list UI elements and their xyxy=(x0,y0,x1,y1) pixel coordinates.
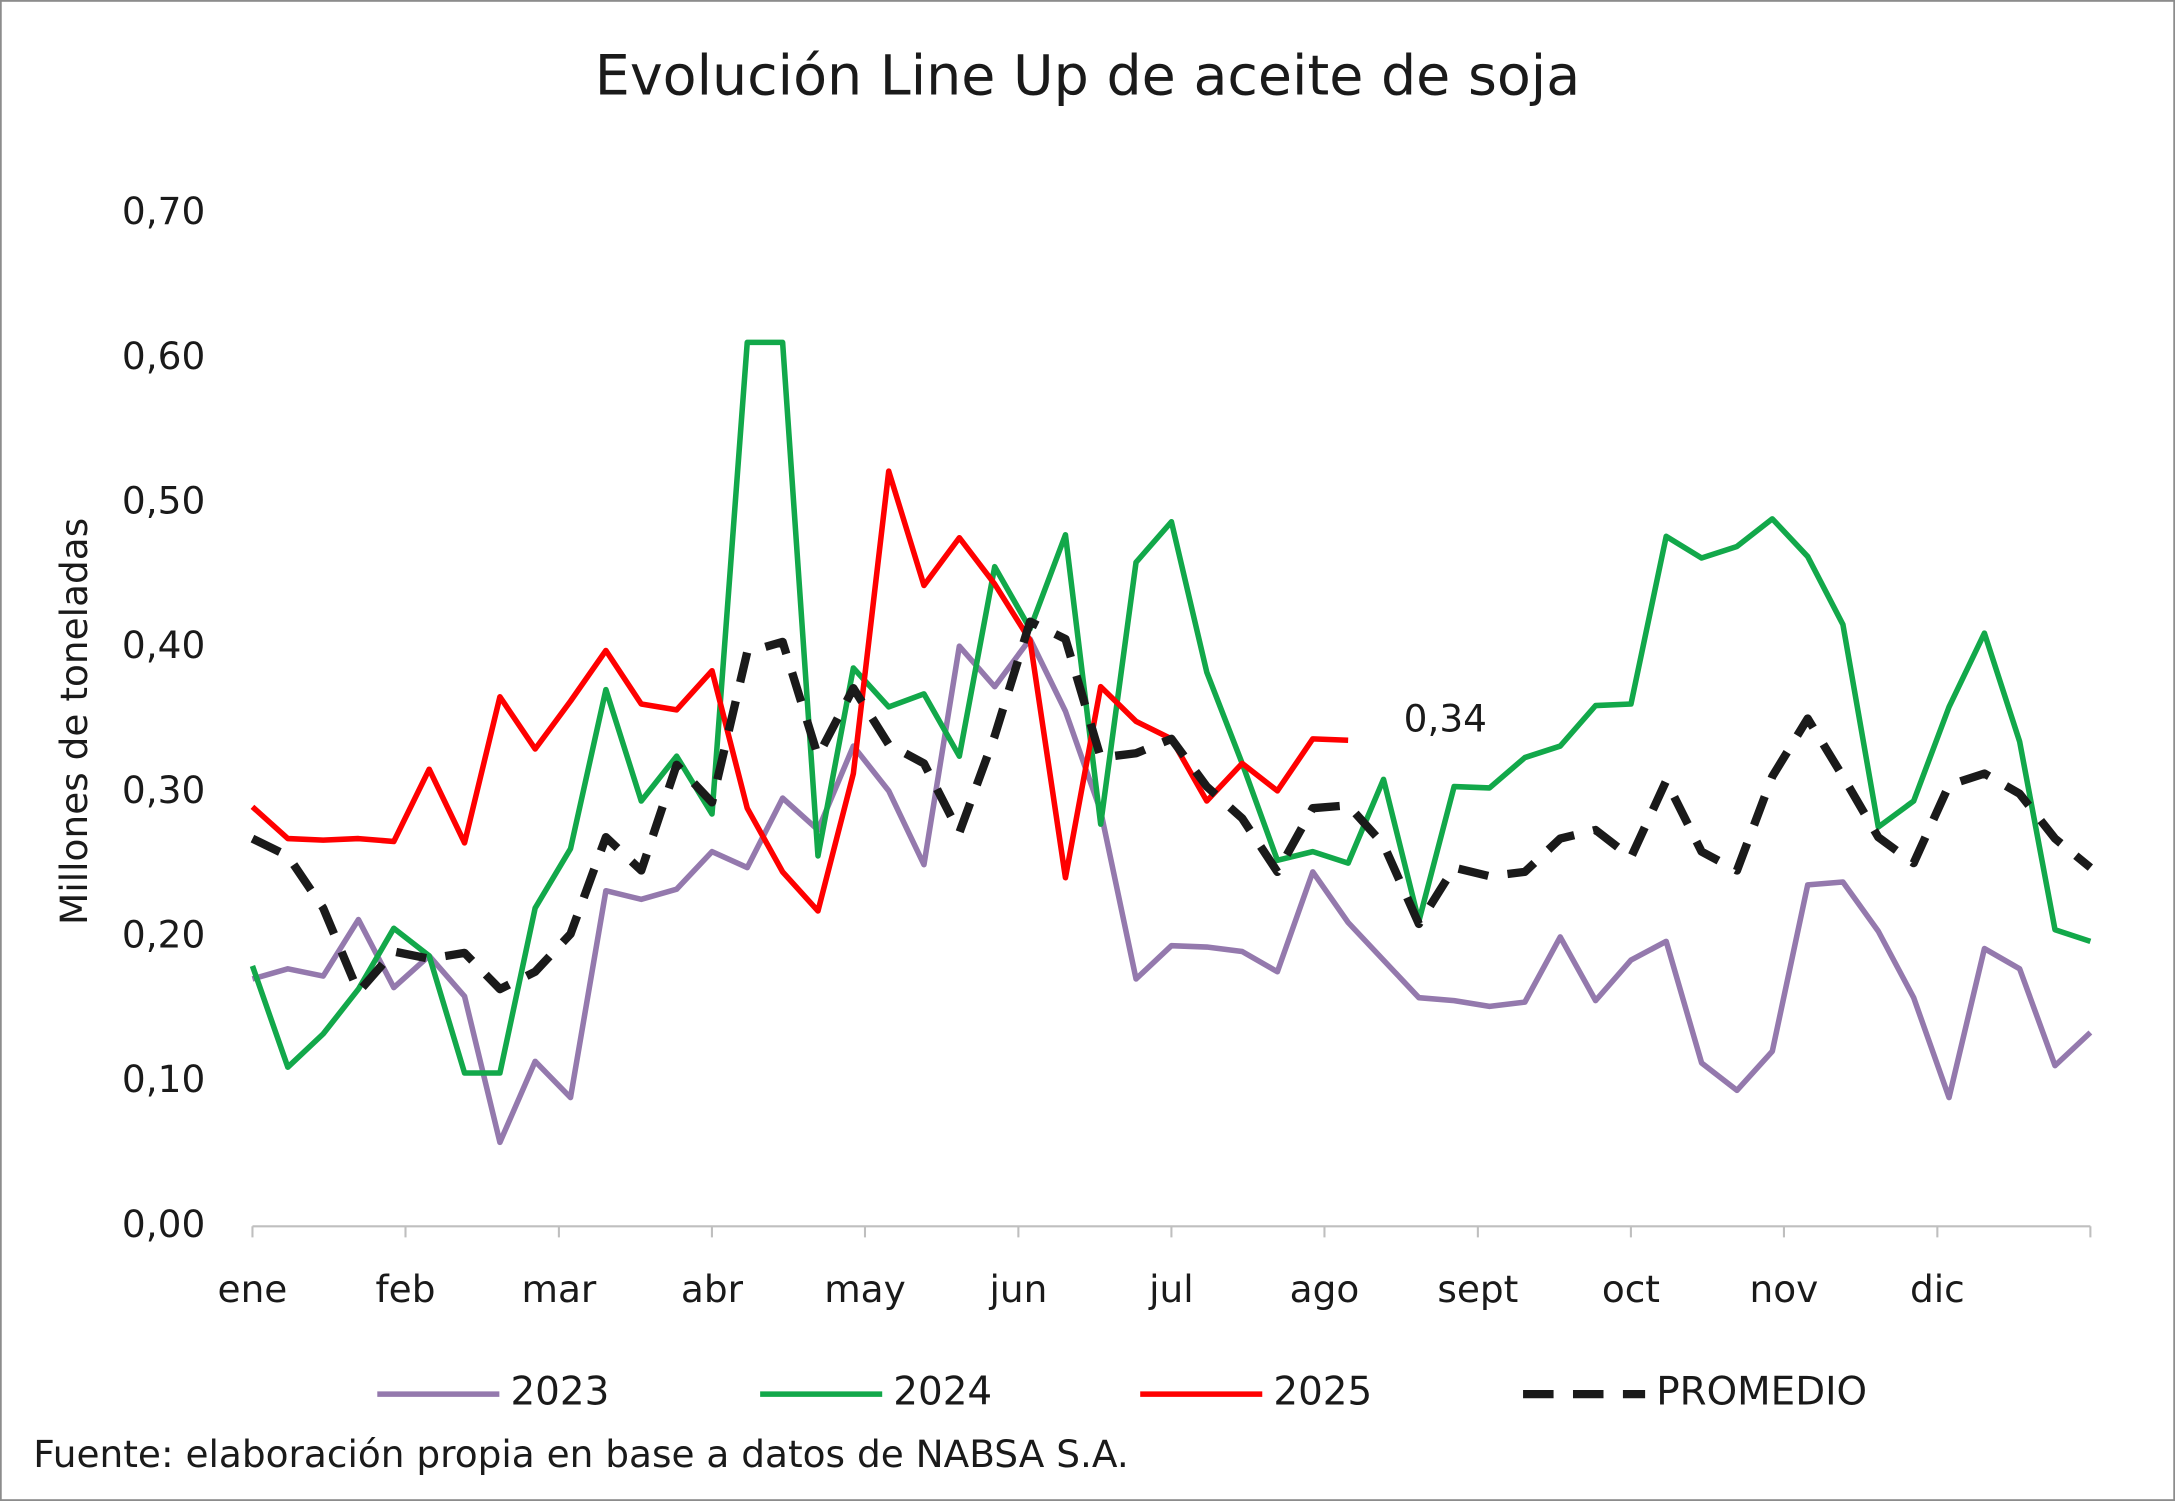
y-tick-label: 0,40 xyxy=(122,623,205,667)
x-tick-label: oct xyxy=(1602,1267,1660,1311)
legend-label: PROMEDIO xyxy=(1656,1370,1867,1415)
x-tick-label: ago xyxy=(1290,1267,1360,1311)
annotation: 0,34 xyxy=(1404,696,1487,740)
y-axis-label: Millones de toneladas xyxy=(52,518,96,925)
x-tick-label: ene xyxy=(218,1267,288,1311)
y-tick-label: 0,70 xyxy=(122,189,205,233)
series-line xyxy=(250,468,1349,914)
y-tick-label: 0,10 xyxy=(122,1057,205,1101)
y-tick-label: 0,00 xyxy=(122,1202,205,1246)
legend-label: 2024 xyxy=(893,1370,992,1415)
y-tick-label: 0,60 xyxy=(122,334,205,378)
x-tick-label: feb xyxy=(376,1267,436,1311)
x-tick-label: jun xyxy=(988,1267,1047,1311)
x-tick-label: abr xyxy=(681,1267,744,1311)
series-line xyxy=(251,636,2093,1146)
x-tick-label: mar xyxy=(521,1267,596,1311)
x-tick-label: dic xyxy=(1910,1267,1965,1311)
y-tick-label: 0,30 xyxy=(122,768,205,812)
series-line xyxy=(249,339,2092,1076)
x-tick-label: nov xyxy=(1750,1267,1819,1311)
y-tick-label: 0,20 xyxy=(122,912,205,956)
x-tick-label: sept xyxy=(1437,1267,1518,1311)
x-tick-label: may xyxy=(824,1267,906,1311)
source-note: Fuente: elaboración propia en base a dat… xyxy=(33,1432,1129,1476)
legend-label: 2025 xyxy=(1273,1370,1372,1415)
legend-label: 2023 xyxy=(510,1370,609,1415)
y-tick-label: 0,50 xyxy=(122,478,205,522)
x-tick-label: jul xyxy=(1148,1267,1194,1311)
chart-title: Evolución Line Up de aceite de soja xyxy=(595,44,1580,108)
series-line xyxy=(250,617,2094,997)
